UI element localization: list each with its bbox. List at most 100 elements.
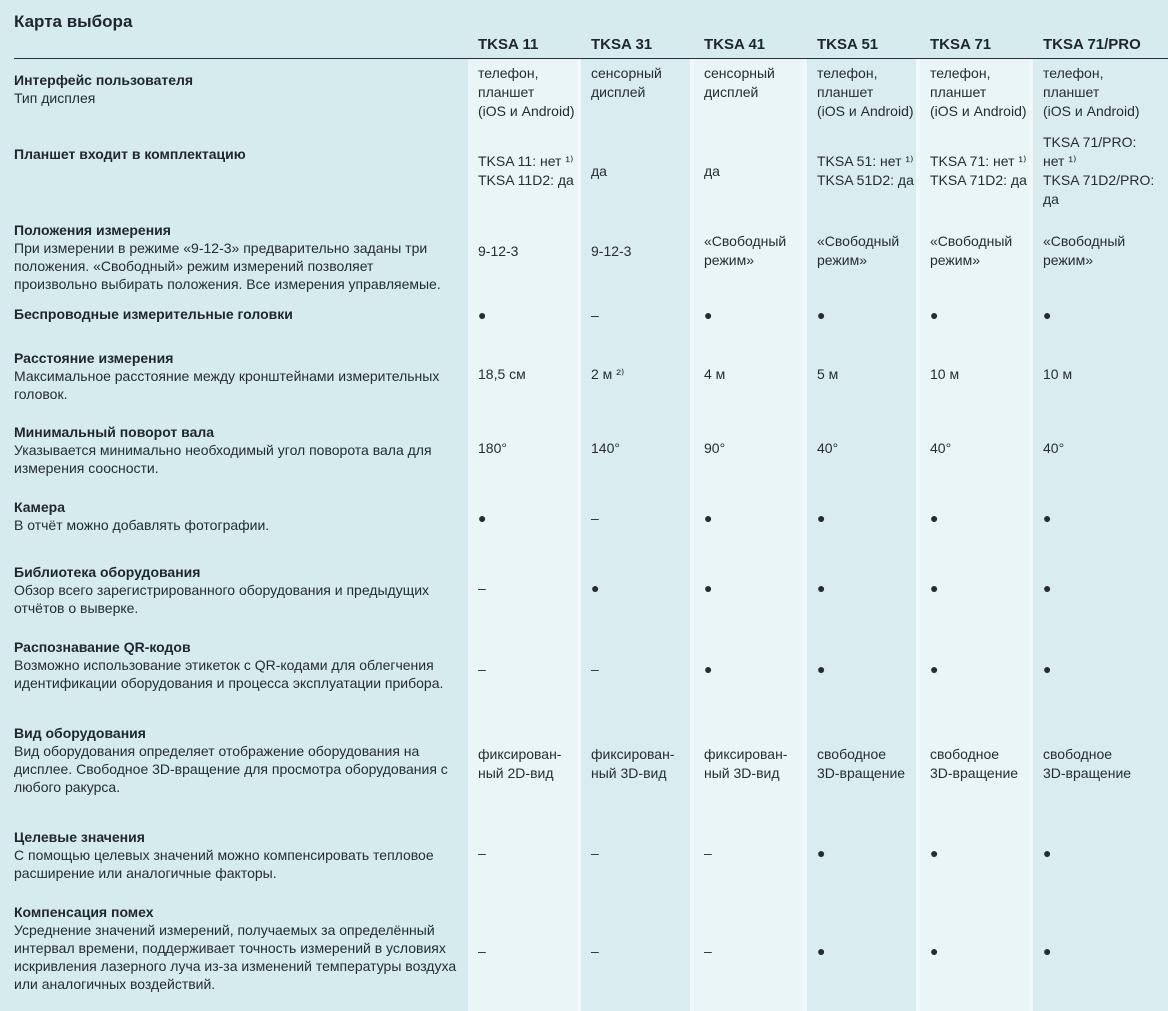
value-cell: ● (817, 845, 826, 861)
value-cell: TKSA 51: нет ¹⁾ TKSA 51D2: да (817, 153, 914, 188)
feature-name: Камера (14, 499, 65, 515)
column-header-tksa-31: TKSA 31 (591, 36, 653, 53)
page-title: Карта выбора (14, 12, 133, 31)
value-cell: ● (930, 660, 939, 677)
table-row-interference-compensation: Компенсация помех Усреднение значений из… (14, 891, 1168, 1011)
column-background-tksa-71 (920, 58, 1033, 1011)
feature-name: Интерфейс пользователя (14, 72, 194, 88)
column-background-tksa-51 (807, 58, 920, 1011)
feature-name: Расстояние измерения (14, 350, 174, 366)
value-cell: 2 м ²⁾ (591, 365, 625, 382)
value-cell: 140° (591, 440, 620, 456)
column-background-tksa-31 (581, 58, 694, 1011)
row-label: Целевые значения С помощью целевых значе… (14, 816, 468, 882)
feature-description: Возможно использование этикеток с QR-код… (14, 657, 444, 691)
feature-description: Максимальное расстояние между кронштейна… (14, 368, 440, 402)
value-cell: 40° (1043, 440, 1065, 456)
table-header-row: TKSA 11 TKSA 31 TKSA 41 TKSA 51 TKSA 71 … (14, 32, 1168, 59)
value-cell: TKSA 71: нет ¹⁾ TKSA 71D2: да (930, 153, 1027, 188)
value-cell: сенсорный дисплей (704, 65, 775, 100)
column-header-tksa-11: TKSA 11 (478, 36, 539, 53)
feature-name: Положения измерения (14, 222, 171, 238)
feature-name: Распознавание QR-кодов (14, 639, 191, 655)
column-header-tksa-71pro: TKSA 71/PRO (1043, 36, 1141, 53)
value-cell: телефон, планшет (iOS и Android) (930, 65, 1027, 119)
value-cell: – (478, 660, 486, 677)
value-cell: «Свободный режим» (1043, 233, 1126, 268)
value-cell: да (591, 162, 607, 179)
value-cell: ● (704, 660, 713, 677)
feature-description: Обзор всего зарегистрированного оборудов… (14, 582, 430, 616)
value-cell: ● (817, 660, 826, 677)
value-cell: телефон, планшет (iOS и Android) (478, 65, 575, 119)
column-background-tksa-71pro (1033, 58, 1168, 1011)
value-cell: ● (704, 580, 713, 596)
value-cell: свободное 3D-вращение (1043, 746, 1132, 781)
value-cell: телефон, планшет (iOS и Android) (1043, 65, 1140, 119)
row-label: Минимальный поворот вала Указывается мин… (14, 411, 468, 477)
value-cell: TKSA 71/PRO: нет ¹⁾ TKSA 71D2/PRO: да (1043, 134, 1155, 207)
value-cell: ● (1043, 942, 1052, 959)
row-label: Планшет входит в комплектацию (14, 133, 468, 163)
column-header-tksa-41: TKSA 41 (704, 36, 766, 53)
value-cell: – (591, 510, 599, 526)
value-cell: ● (1043, 660, 1052, 677)
value-cell: «Свободный режим» (704, 233, 787, 268)
value-cell: ● (478, 510, 487, 526)
value-cell: свободное 3D-вращение (930, 746, 1019, 781)
value-cell: ● (817, 306, 826, 323)
row-label: Распознавание QR-кодов Возможно использо… (14, 626, 468, 692)
value-cell: – (478, 580, 486, 596)
table-row-target-values: Целевые значения С помощью целевых значе… (14, 816, 1168, 891)
column-header-tksa-51: TKSA 51 (817, 36, 879, 53)
column-backgrounds (0, 58, 1168, 1011)
value-cell: ● (930, 845, 939, 861)
value-cell: 9-12-3 (478, 242, 519, 259)
value-cell: да (704, 162, 720, 179)
value-cell: 18,5 см (478, 365, 526, 382)
column-header-tksa-71: TKSA 71 (930, 36, 992, 53)
row-label: Библиотека оборудования Обзор всего заре… (14, 551, 468, 617)
feature-name: Целевые значения (14, 829, 145, 845)
value-cell: – (704, 942, 712, 959)
value-cell: 40° (817, 440, 839, 456)
value-cell: ● (817, 942, 826, 959)
value-cell: 5 м (817, 365, 839, 382)
value-cell: ● (704, 306, 713, 323)
row-label: Компенсация помех Усреднение значений из… (14, 891, 468, 993)
row-label: Вид оборудования Вид оборудования опреде… (14, 712, 468, 796)
value-cell: – (478, 942, 486, 959)
row-label: Расстояние измерения Максимальное рассто… (14, 337, 468, 403)
value-cell: ● (478, 306, 487, 323)
feature-description: Усреднение значений измерений, получаемы… (14, 922, 457, 992)
value-cell: фиксирован- ный 3D-вид (591, 746, 675, 781)
value-cell: – (591, 845, 599, 861)
row-label: Беспроводные измерительные головки (14, 293, 468, 323)
feature-name: Библиотека оборудования (14, 564, 201, 580)
row-label: Положения измерения При измерении в режи… (14, 209, 468, 293)
value-cell: TKSA 11: нет ¹⁾ TKSA 11D2: да (478, 153, 574, 188)
value-cell: свободное 3D-вращение (817, 746, 906, 781)
feature-description: В отчёт можно добавлять фотографии. (14, 517, 270, 533)
row-label: Интерфейс пользователя Тип дисплея (14, 59, 468, 107)
column-background-tksa-41 (694, 58, 807, 1011)
feature-name: Компенсация помех (14, 904, 154, 920)
feature-name: Беспроводные измерительные головки (14, 306, 293, 322)
value-cell: 180° (478, 440, 507, 456)
table-row-measurement-distance: Расстояние измерения Максимальное рассто… (14, 337, 1168, 411)
feature-description: Вид оборудования определяет отображение … (14, 743, 448, 795)
value-cell: телефон, планшет (iOS и Android) (817, 65, 914, 119)
value-cell: ● (817, 510, 826, 526)
value-cell: – (591, 306, 599, 323)
feature-name: Вид оборудования (14, 725, 146, 741)
value-cell: 9-12-3 (591, 242, 632, 259)
value-cell: ● (930, 306, 939, 323)
feature-description: Тип дисплея (14, 90, 96, 106)
value-cell: ● (1043, 580, 1052, 596)
feature-description: Указывается минимально необходимый угол … (14, 442, 432, 476)
value-cell: 40° (930, 440, 952, 456)
value-cell: ● (1043, 845, 1052, 861)
table-row-tablet-included: Планшет входит в комплектацию TKSA 11: н… (14, 133, 1168, 209)
table-row-measurement-positions: Положения измерения При измерении в режи… (14, 209, 1168, 293)
table-row-wireless-heads: Беспроводные измерительные головки ● – ●… (14, 293, 1168, 337)
